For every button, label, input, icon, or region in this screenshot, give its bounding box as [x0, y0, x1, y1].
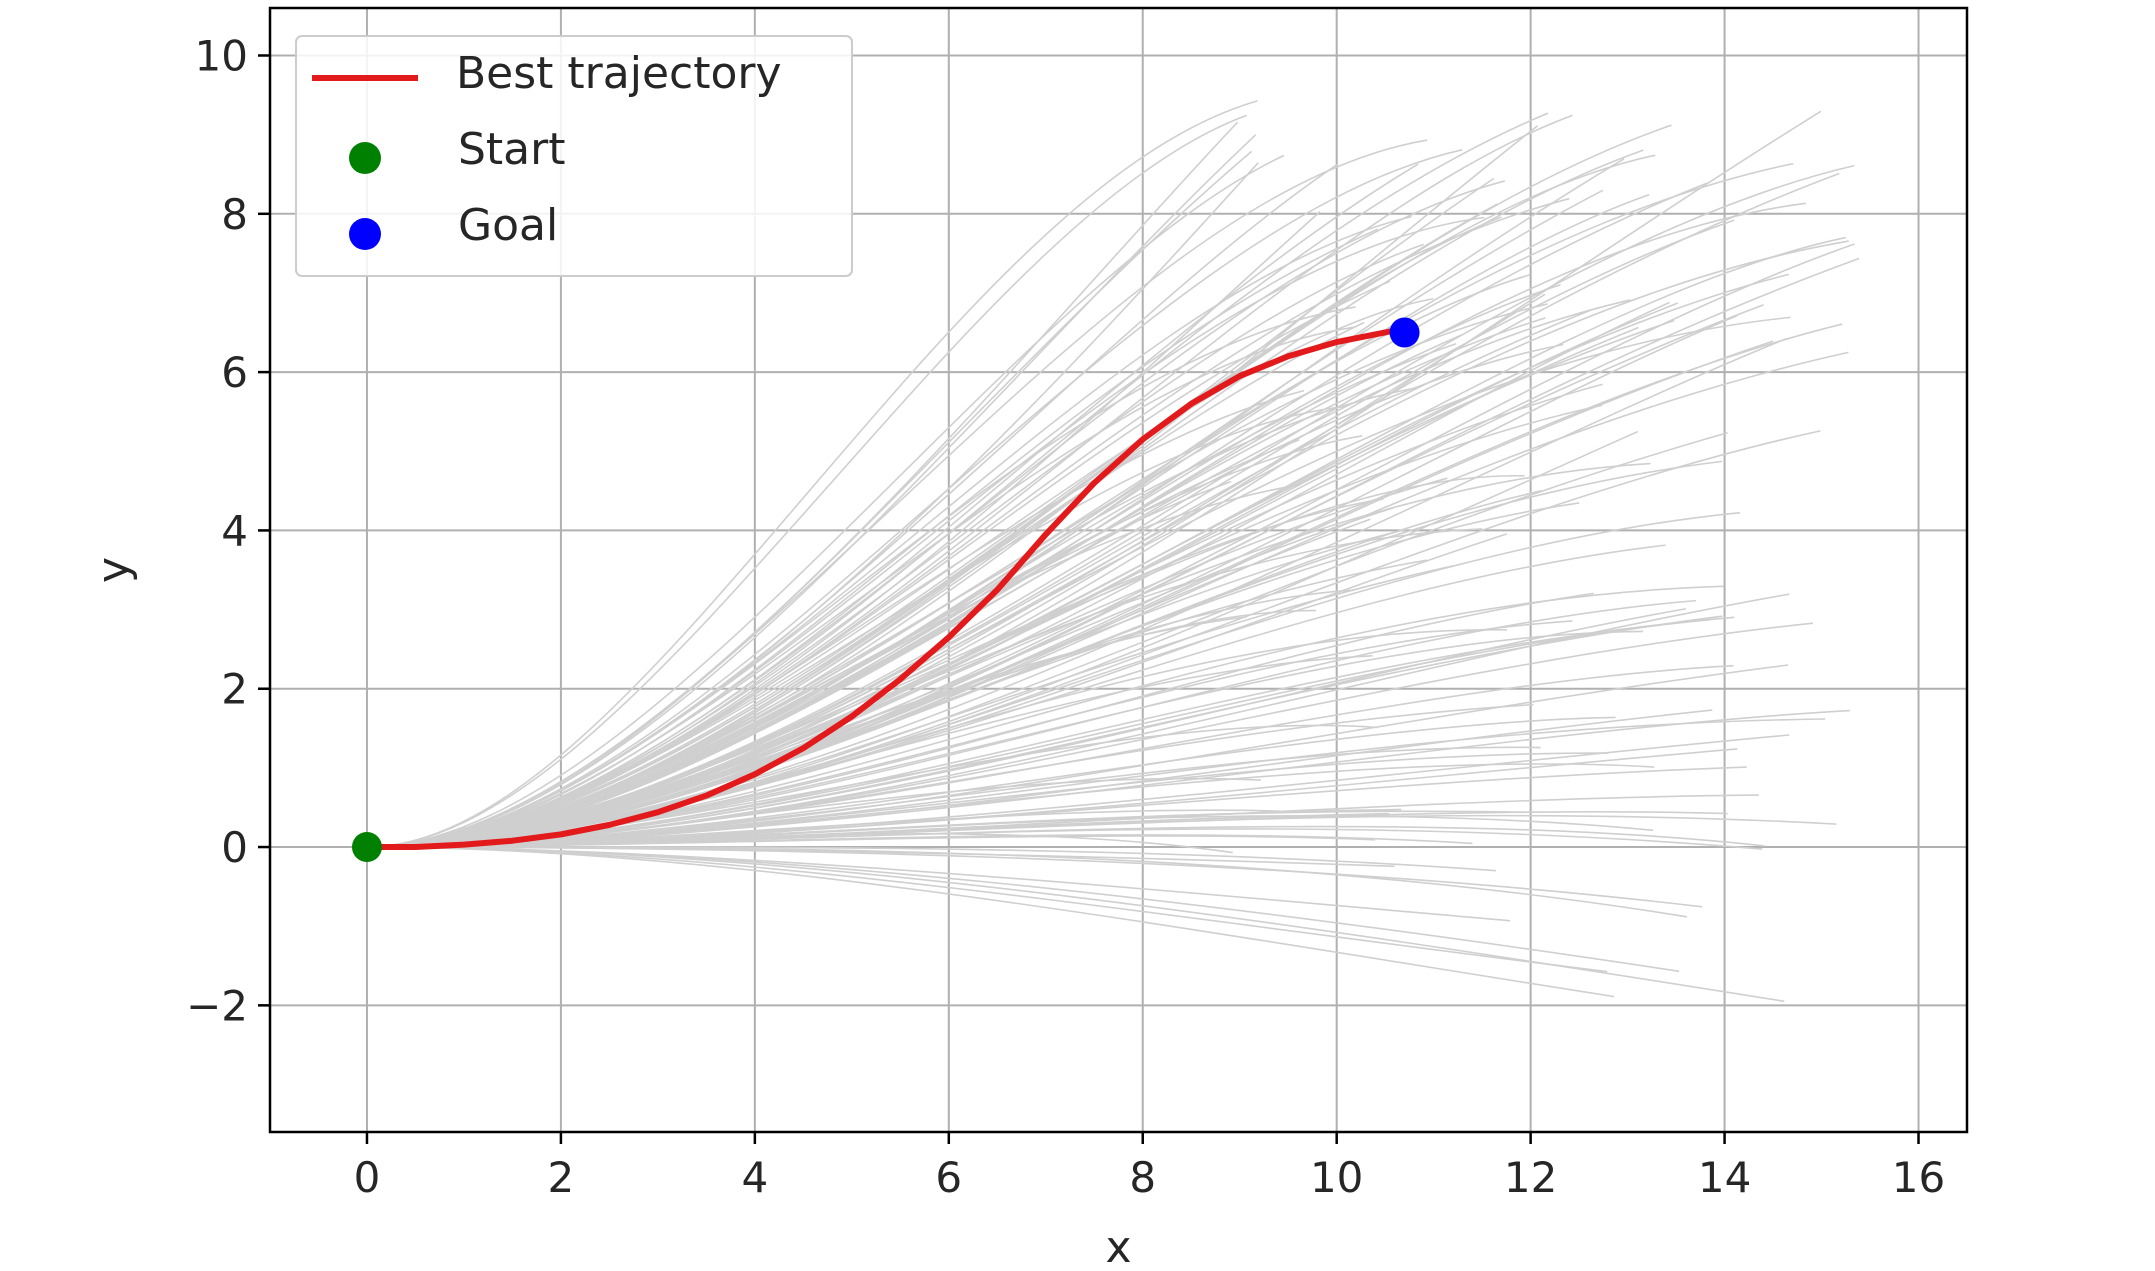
ticks: 0 2 4 6 8 10 12 14 16 −2 0 2 4 6 8 10 — [186, 31, 1945, 1202]
best-trajectory-layer — [363, 325, 1408, 851]
x-axis-label: x — [1105, 1222, 1131, 1271]
goal-point — [1389, 317, 1420, 348]
x-tick-label: 12 — [1504, 1153, 1557, 1202]
sample-trajectory — [366, 317, 1546, 848]
y-tick-label: 2 — [221, 665, 248, 714]
x-tick-label: 8 — [1129, 1153, 1156, 1202]
sample-trajectory — [366, 559, 1428, 848]
sample-trajectory — [366, 846, 1496, 872]
sample-trajectory — [366, 163, 1419, 848]
y-tick-label: 4 — [221, 506, 248, 555]
sample-trajectory — [366, 216, 1485, 848]
sample-trajectory — [366, 316, 1791, 848]
y-tick-label: 0 — [221, 823, 248, 872]
sample-trajectory — [366, 216, 1502, 848]
x-tick-label: 2 — [548, 1153, 575, 1202]
sample-trajectory — [366, 835, 1375, 848]
sample-trajectory — [366, 846, 1785, 1003]
x-tick-label: 4 — [741, 1153, 768, 1202]
sample-trajectory — [366, 438, 1300, 848]
start-point — [351, 832, 382, 863]
legend-label-goal: Goal — [458, 200, 558, 251]
sample-trajectory — [366, 100, 1258, 848]
sample-trajectory — [366, 387, 1417, 848]
markers-layer — [351, 317, 1420, 863]
axes-frame — [268, 6, 1969, 1134]
y-tick-label: 6 — [221, 348, 248, 397]
sample-trajectory — [366, 114, 1247, 848]
best-trajectory-line — [363, 325, 1408, 851]
sample-trajectory — [366, 718, 1826, 848]
legend-goal-swatch — [349, 218, 381, 250]
x-tick-label: 16 — [1892, 1153, 1945, 1202]
sample-trajectory — [366, 337, 1788, 848]
x-tick-label: 0 — [354, 1153, 381, 1202]
sample-trajectory — [366, 383, 1603, 848]
sample-trajectory — [366, 150, 1253, 848]
sample-trajectory — [366, 351, 1849, 848]
sampled-trajectories — [366, 100, 1860, 1003]
sample-trajectory — [366, 430, 1821, 848]
sample-trajectory — [366, 154, 1285, 848]
x-tick-label: 10 — [1310, 1153, 1363, 1202]
legend-box — [295, 35, 853, 277]
y-axis-label: y — [88, 557, 139, 583]
y-tick-label: −2 — [186, 981, 248, 1030]
sample-trajectory — [366, 846, 1703, 908]
legend: Best trajectory Start Goal — [295, 35, 853, 277]
y-tick-label: 10 — [195, 31, 248, 80]
sample-trajectory — [366, 257, 1860, 848]
x-tick-label: 14 — [1698, 1153, 1751, 1202]
legend-label-start: Start — [458, 124, 566, 175]
legend-label-best-trajectory: Best trajectory — [456, 48, 782, 99]
y-tick-label: 8 — [221, 190, 248, 239]
sample-trajectory — [366, 162, 1259, 848]
legend-start-swatch — [349, 142, 381, 174]
x-tick-label: 6 — [935, 1153, 962, 1202]
